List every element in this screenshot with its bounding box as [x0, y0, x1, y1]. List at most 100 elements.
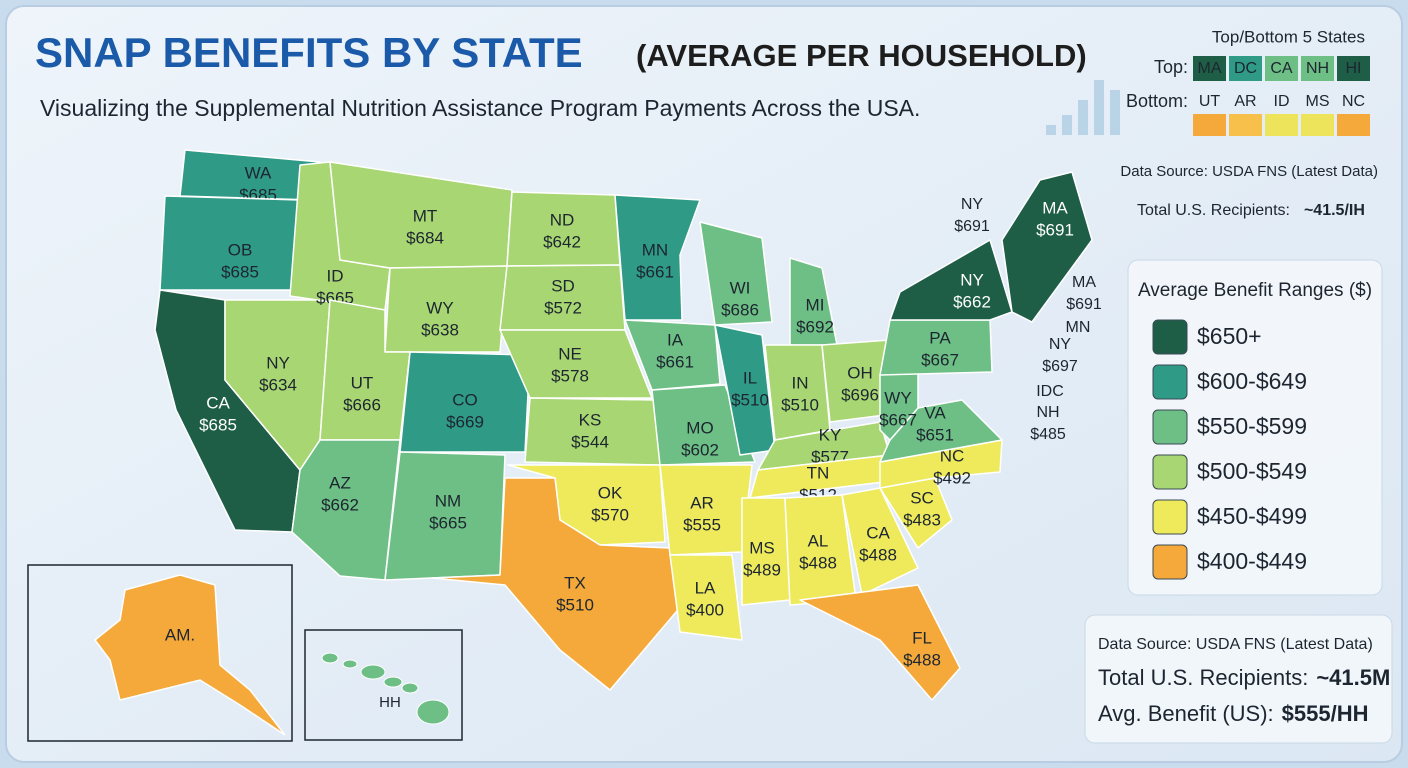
state	[1001, 171, 1093, 323]
hawaii-island	[401, 682, 419, 694]
inset-label: HH	[379, 694, 401, 711]
state-value: $651	[916, 425, 954, 444]
avg-benefit: Avg. Benefit (US): $555/HH	[1098, 701, 1369, 726]
state-abbr: TN	[807, 463, 830, 482]
state-abbr: MI	[806, 295, 825, 314]
bottom-label: Bottom:	[1126, 91, 1188, 111]
state-abbr: MS	[749, 538, 775, 557]
top-chip	[1229, 56, 1262, 81]
callout-abbr: NY	[961, 196, 984, 213]
state-value: $666	[343, 395, 381, 414]
state	[889, 239, 1013, 321]
state	[669, 554, 743, 641]
state-abbr: VA	[924, 403, 946, 422]
state-abbr: ND	[550, 210, 575, 229]
state-abbr: ID	[327, 266, 344, 285]
state	[399, 351, 531, 453]
legend-swatch	[1152, 499, 1188, 535]
state-value: $544	[571, 432, 609, 451]
bottom-state: ID	[1274, 93, 1290, 110]
state	[384, 265, 508, 353]
state-value: $488	[903, 650, 941, 669]
state-value: $602	[681, 440, 719, 459]
bottom-chip	[1229, 114, 1262, 136]
state-value: $667	[921, 350, 959, 369]
state-abbr: AZ	[329, 473, 351, 492]
state	[799, 584, 961, 701]
state-abbr: KY	[819, 425, 842, 444]
recipients-label: Total U.S. Recipients:	[1137, 202, 1290, 219]
callout-value: $691	[1066, 296, 1102, 313]
callout-value: $697	[1042, 358, 1078, 375]
hawaii-island	[321, 652, 339, 664]
top-state: NH	[1306, 60, 1329, 77]
callout-abbr: MN	[1066, 319, 1091, 336]
summary-box	[1084, 614, 1393, 744]
state-value: $488	[799, 553, 837, 572]
state-abbr: PA	[929, 328, 951, 347]
state-abbr: SD	[551, 276, 575, 295]
state-abbr: IL	[743, 368, 757, 387]
state	[651, 384, 756, 466]
bottom-chip	[1193, 114, 1226, 136]
state-value: $638	[421, 320, 459, 339]
state-abbr: MO	[686, 418, 713, 437]
title: SNAP BENEFITS BY STATE	[35, 29, 583, 76]
state-abbr: WI	[730, 278, 751, 297]
legend-title: Average Benefit Ranges ($)	[1138, 280, 1372, 301]
state-abbr: FL	[912, 628, 932, 647]
bottom-chip	[1301, 114, 1334, 136]
bottom-chip	[1265, 114, 1298, 136]
state-value: $669	[446, 412, 484, 431]
state-value: $510	[556, 595, 594, 614]
hawaii-island	[383, 676, 403, 688]
state	[624, 319, 721, 391]
state	[841, 487, 919, 596]
state-abbr: NY	[960, 270, 984, 289]
state-abbr: OH	[847, 363, 873, 382]
callout-value: $691	[954, 218, 990, 235]
state-abbr: CA	[866, 523, 890, 542]
side-panel: Top/Bottom 5 States Top: MA DC CA NH HI Bottom:…	[1098, 27, 1390, 725]
hawaii-island	[360, 664, 386, 680]
state-value: $570	[591, 505, 629, 524]
legend-label: $500-$549	[1197, 458, 1307, 484]
state-value: $510	[781, 395, 819, 414]
data-source: Data Source: USDA FNS (Latest Data)	[1098, 636, 1373, 653]
hawaii-island	[416, 699, 450, 725]
map: WA$685OB$685CA$685NY$634ID$665MT$684WY$6…	[93, 149, 1102, 736]
state-value: $685	[221, 262, 259, 281]
legend-swatch	[1152, 454, 1188, 490]
state-abbr: IA	[667, 330, 684, 349]
callout-abbr: NH	[1036, 404, 1059, 421]
state-value: $667	[879, 410, 917, 429]
state-value: $686	[721, 300, 759, 319]
state-value: $685	[199, 415, 237, 434]
state-value: $634	[259, 375, 297, 394]
legend-label: $650+	[1197, 323, 1262, 349]
state	[291, 439, 401, 581]
callout-abbr: NY	[1049, 336, 1072, 353]
state-value: $510	[731, 390, 769, 409]
top-state: DC	[1234, 60, 1257, 77]
inset-label: AM.	[165, 625, 195, 644]
state-abbr: WA	[245, 163, 272, 182]
state-value: $662	[953, 292, 991, 311]
legend-swatch	[1152, 364, 1188, 400]
callout-value: $485	[1030, 426, 1066, 443]
state-abbr: NM	[435, 491, 461, 510]
state	[614, 194, 701, 321]
recipients-label: Total U.S. Recipients:	[1098, 665, 1308, 690]
recipients-value: ~41.5M	[1316, 665, 1390, 690]
topbottom-title: Top/Bottom 5 States	[1212, 27, 1365, 46]
state-value: $578	[551, 366, 589, 385]
legend-label: $400-$449	[1197, 548, 1307, 574]
state-value: $661	[636, 262, 674, 281]
state-abbr: MN	[642, 240, 668, 259]
state-abbr: CA	[206, 393, 230, 412]
decor-bars	[1046, 80, 1120, 135]
state-abbr: MA	[1042, 198, 1068, 217]
top-state: HI	[1346, 60, 1362, 77]
state-abbr: MT	[413, 206, 438, 225]
